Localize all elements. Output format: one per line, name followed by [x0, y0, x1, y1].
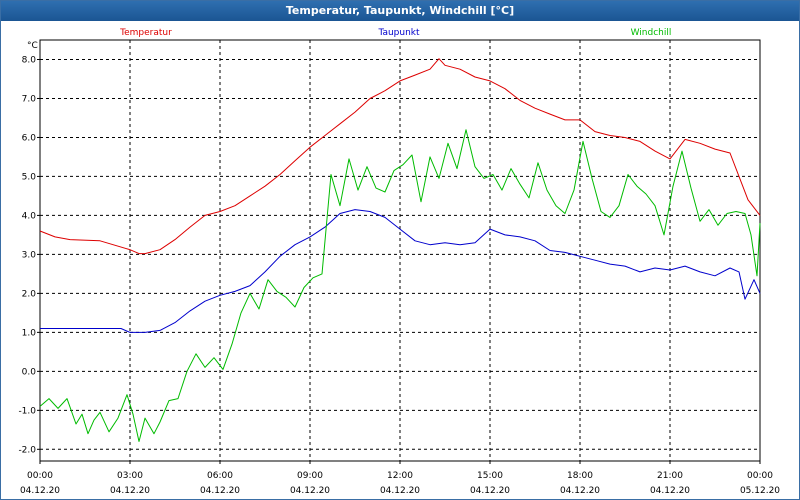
x-tick-time-label: 09:00: [297, 471, 323, 481]
y-tick-label: -1.0: [18, 406, 36, 416]
x-tick-date-label: 04.12.20: [290, 486, 330, 496]
y-tick-label: 6.0: [22, 133, 37, 143]
chart-title: Temperatur, Taupunkt, Windchill [°C]: [1, 1, 799, 21]
series-line-taupunkt: [40, 209, 761, 333]
legend-label-windchill: Windchill: [631, 28, 672, 38]
x-axis: 00:00 04.12.20 03:00 04.12.20 06:00 04.12.20 0…: [20, 461, 780, 496]
y-axis-unit: °C: [27, 41, 38, 51]
y-tick-label: 2.0: [22, 289, 37, 299]
x-tick-time-label: 00:00: [27, 471, 53, 481]
legend-label-temperatur: Temperatur: [119, 28, 172, 38]
y-tick-label: 1.0: [22, 328, 37, 338]
x-tick-date-label: 04.12.20: [110, 486, 150, 496]
x-tick-time-label: 00:00: [747, 471, 773, 481]
series-lines: [39, 58, 761, 442]
x-tick-time-label: 15:00: [477, 471, 503, 481]
x-tick-date-label: 04.12.20: [470, 486, 510, 496]
y-tick-label: 4.0: [22, 211, 37, 221]
x-tick-time-label: 18:00: [567, 471, 593, 481]
series-line-windchill: [39, 129, 761, 442]
x-tick-date-label: 04.12.20: [200, 486, 240, 496]
y-tick-label: -2.0: [18, 445, 36, 455]
series-line-temperatur: [39, 58, 761, 255]
y-tick-label: 3.0: [22, 250, 37, 260]
y-tick-label: 7.0: [22, 94, 37, 104]
x-tick-date-label: 04.12.20: [380, 486, 420, 496]
x-tick-time-label: 03:00: [117, 471, 143, 481]
x-tick-date-label: 04.12.20: [650, 486, 690, 496]
y-axis: -2.0 -1.0 0.0 1.0 2.0 3.0 4.0 5.0 6.0 7.0 8.0: [18, 55, 40, 455]
y-tick-label: 0.0: [22, 367, 37, 377]
x-tick-date-label: 04.12.20: [20, 486, 60, 496]
line-chart: -2.0 -1.0 0.0 1.0 2.0 3.0 4.0 5.0 6.0 7.0 8.0 00:0…: [18, 28, 780, 496]
x-tick-time-label: 21:00: [657, 471, 683, 481]
x-tick-date-label: 05.12.20: [740, 486, 780, 496]
y-tick-label: 5.0: [22, 172, 37, 182]
x-tick-time-label: 12:00: [387, 471, 413, 481]
y-tick-label: 8.0: [22, 55, 37, 65]
legend: Temperatur Taupunkt Windchill: [119, 28, 671, 38]
x-tick-time-label: 06:00: [207, 471, 233, 481]
x-tick-date-label: 04.12.20: [560, 486, 600, 496]
legend-label-taupunkt: Taupunkt: [377, 28, 420, 38]
grid-lines: [40, 40, 760, 461]
